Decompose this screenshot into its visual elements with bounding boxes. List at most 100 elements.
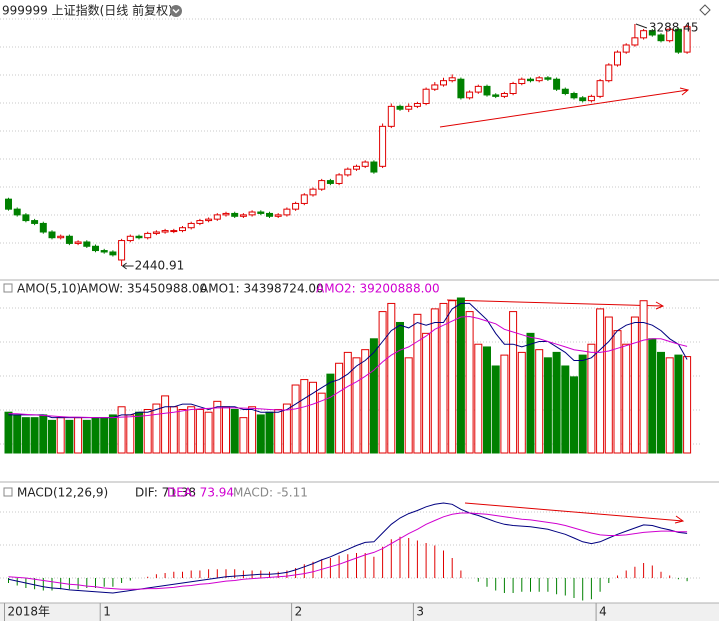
indicator-value: AMOW: 35450988.00 bbox=[80, 282, 207, 296]
candle-body bbox=[74, 241, 82, 244]
candle-body bbox=[413, 103, 421, 107]
volume-bar bbox=[596, 308, 605, 454]
candle-body bbox=[318, 180, 326, 190]
volume-bar bbox=[100, 417, 109, 454]
volume-bar bbox=[152, 403, 161, 454]
candle-body bbox=[57, 235, 65, 239]
candle-body bbox=[283, 208, 291, 216]
volume-bar bbox=[622, 343, 631, 454]
candle-body bbox=[640, 30, 648, 39]
volume-bar bbox=[552, 351, 561, 454]
volume-bar bbox=[465, 311, 474, 454]
volume-bar bbox=[535, 349, 544, 454]
candle-body bbox=[448, 77, 456, 82]
candle-body bbox=[39, 222, 47, 233]
candle-body bbox=[579, 97, 587, 102]
volume-bar bbox=[204, 411, 213, 454]
volume-bar bbox=[13, 414, 22, 454]
dropdown-chevron bbox=[172, 8, 180, 14]
candle-body bbox=[161, 230, 169, 233]
title-dropdown[interactable] bbox=[170, 5, 182, 17]
candle-body bbox=[683, 26, 691, 53]
volume-bar bbox=[456, 297, 465, 454]
x-tick-label: 2018年 bbox=[8, 605, 51, 619]
candle-body bbox=[405, 105, 413, 110]
volume-bar bbox=[517, 351, 526, 454]
low-label: 2440.91 bbox=[135, 259, 185, 273]
candle-body bbox=[509, 83, 517, 95]
candle-body bbox=[231, 212, 239, 217]
candle-body bbox=[239, 214, 247, 217]
volume-bar bbox=[378, 311, 387, 454]
candle-body bbox=[596, 80, 604, 97]
volume-bar bbox=[82, 419, 91, 454]
candle-body bbox=[170, 230, 178, 233]
trend-line bbox=[464, 502, 685, 524]
candle-body bbox=[135, 235, 143, 239]
candle-body bbox=[457, 78, 465, 99]
indicator-value: DEA: 73.94 bbox=[167, 486, 234, 500]
indicator-value: AMO2: 39200888.00 bbox=[316, 282, 440, 296]
volume-bar bbox=[491, 365, 500, 454]
volume-bar bbox=[187, 406, 196, 454]
candle-body bbox=[500, 93, 508, 97]
candle-body bbox=[527, 78, 534, 82]
candle-body bbox=[266, 212, 273, 217]
candle-body bbox=[92, 245, 99, 252]
indicator-value: AMO1: 34398724.00 bbox=[200, 282, 324, 296]
candle-body bbox=[614, 51, 621, 66]
candle-body bbox=[22, 214, 30, 222]
indicator-icon[interactable] bbox=[3, 487, 13, 497]
candle-body bbox=[222, 212, 230, 216]
volume-bar bbox=[30, 417, 39, 454]
diamond-icon[interactable] bbox=[699, 4, 711, 16]
volume-bar bbox=[335, 362, 344, 454]
volume-bar bbox=[413, 313, 422, 454]
volume-bar bbox=[604, 316, 613, 454]
candle-body bbox=[109, 251, 117, 256]
candle-body bbox=[326, 180, 334, 184]
x-tick-label: 3 bbox=[416, 605, 424, 619]
candle-body bbox=[605, 64, 613, 82]
volume-bar bbox=[256, 414, 265, 454]
candle-body bbox=[361, 161, 369, 167]
x-tick-label: 2 bbox=[295, 605, 303, 619]
volume-bar bbox=[21, 417, 30, 454]
indicator-title: MACD(12,26,9) bbox=[17, 486, 108, 500]
candle-body bbox=[440, 80, 447, 86]
candle-body bbox=[5, 198, 12, 210]
volume-bar bbox=[248, 406, 257, 454]
candle-body bbox=[483, 85, 491, 96]
volume-bar bbox=[265, 411, 274, 454]
candle-body bbox=[492, 94, 500, 97]
candle-body bbox=[431, 84, 439, 90]
amo-line bbox=[8, 302, 688, 419]
volume-bar bbox=[500, 354, 509, 454]
candle-body bbox=[544, 77, 552, 80]
volume-bar bbox=[430, 308, 439, 454]
volume-bar bbox=[39, 414, 48, 454]
candle-body bbox=[396, 105, 404, 110]
volume-bar bbox=[630, 316, 639, 454]
indicator-value: DIF: 71.38 bbox=[135, 486, 196, 500]
volume-bar bbox=[422, 332, 431, 454]
volume-bar bbox=[178, 408, 187, 454]
candle-body bbox=[631, 37, 639, 46]
candle-body bbox=[152, 231, 160, 234]
candle-body bbox=[387, 105, 395, 127]
indicator-value: MACD: -5.11 bbox=[233, 486, 308, 500]
volume-bar bbox=[483, 346, 491, 454]
candle-body bbox=[83, 241, 91, 247]
volume-bar bbox=[161, 395, 170, 454]
candle-body bbox=[474, 85, 482, 93]
candle-body bbox=[657, 34, 665, 42]
x-axis-bar bbox=[0, 603, 719, 621]
volume-bar bbox=[274, 408, 283, 454]
volume-bar bbox=[352, 357, 361, 454]
candle-body bbox=[622, 44, 630, 53]
volume-bar bbox=[222, 406, 230, 454]
dropdown-icon[interactable] bbox=[170, 5, 182, 17]
candle-body bbox=[553, 78, 561, 90]
indicator-icon[interactable] bbox=[3, 283, 13, 293]
